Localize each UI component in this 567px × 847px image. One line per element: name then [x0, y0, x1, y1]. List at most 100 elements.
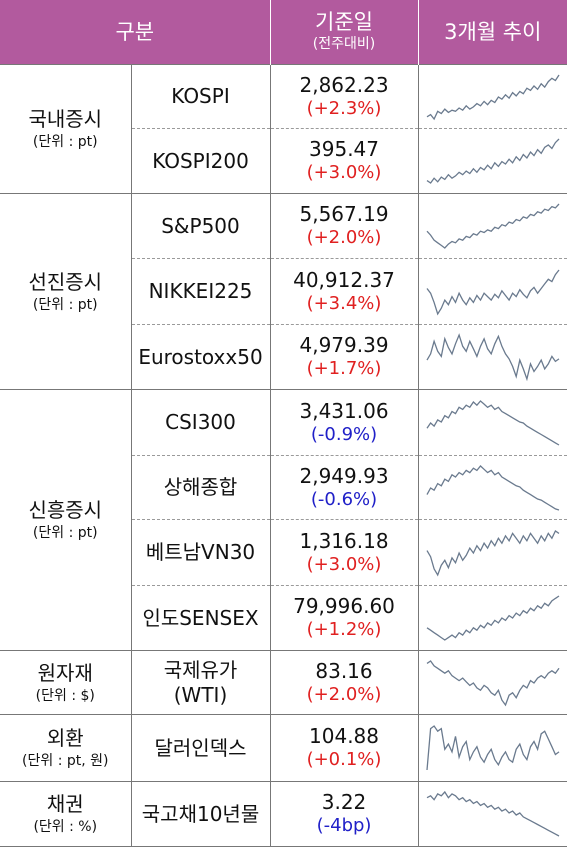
trend-sparkline: [426, 74, 560, 120]
table-row: 선진증시 (단위 : pt) S&P500 5,567.19 (+2.0%): [0, 193, 567, 390]
weekly-change: (+2.0%): [306, 683, 382, 705]
index-name-cell: Eurostoxx50: [131, 324, 271, 390]
trend-cell: [418, 650, 567, 715]
weekly-change: (+3.4%): [306, 292, 382, 314]
trend-sparkline: [426, 269, 560, 316]
table-row: 신흥증시 (단위 : pt) CSI300 3,431.06 (-0.9%): [0, 389, 567, 651]
index-name-cell: 국고채10년물: [131, 781, 271, 847]
index-name-cell: 인도SENSEX: [131, 585, 271, 651]
header-value: 기준일 (전주대비): [270, 0, 419, 65]
index-name: 국고채10년물: [141, 801, 260, 826]
table-row: NIKKEI225 40,912.37 (+3.4%): [0, 258, 567, 325]
index-value: 5,567.19: [299, 202, 389, 226]
value-cell: 4,979.39 (+1.7%): [270, 324, 419, 390]
index-value: 1,316.18: [299, 528, 389, 553]
weekly-change: (-0.9%): [310, 423, 378, 445]
category-cell: 외환 (단위 : pt, 원): [0, 714, 132, 782]
index-name: 인도SENSEX: [142, 605, 259, 630]
value-cell: 83.16 (+2.0%): [270, 650, 419, 715]
table-row: KOSPI200 395.47 (+3.0%): [0, 128, 567, 194]
trend-sparkline: [426, 659, 560, 706]
weekly-change: (+2.3%): [306, 97, 382, 119]
trend-sparkline: [426, 399, 560, 446]
trend-line: [426, 595, 560, 641]
index-name-cell: 국제유가 (WTI): [131, 650, 271, 715]
trend-cell: [418, 258, 567, 325]
trend-line: [426, 269, 560, 316]
weekly-change: (+1.2%): [306, 619, 382, 640]
weekly-change: (+2.0%): [306, 227, 382, 248]
category-name: 원자재: [37, 660, 93, 685]
index-name-cell: 베트남VN30: [131, 519, 271, 586]
header-trend: 3개월 추이: [418, 0, 567, 65]
trend-cell: [418, 781, 567, 847]
weekly-change: (+1.7%): [306, 358, 382, 379]
index-name-cell: 상해종합: [131, 455, 271, 520]
table-row: 원자재 (단위 : $) 국제유가 (WTI) 83.16 (+2.0%): [0, 650, 567, 715]
weekly-change: (-4bp): [316, 815, 372, 836]
category-name: 국내증시: [28, 107, 103, 131]
index-name: 상해종합: [163, 475, 238, 499]
trend-sparkline: [426, 595, 560, 641]
category-cell: 채권 (단위 : %): [0, 781, 132, 847]
category-unit: (단위 : $): [35, 687, 95, 704]
table-row: 국내증시 (단위 : pt) KOSPI 2,862.23 (+2.3%): [0, 64, 567, 194]
trend-sparkline: [426, 790, 560, 837]
index-name-cell: S&P500: [131, 193, 271, 259]
category-unit: (단위 : pt): [32, 525, 98, 541]
trend-line: [426, 659, 560, 706]
index-name: NIKKEI225: [148, 279, 253, 303]
trend-line: [426, 529, 560, 577]
category-unit: (단위 : %): [33, 819, 98, 835]
table-row: 베트남VN30 1,316.18 (+3.0%): [0, 519, 567, 586]
trend-line: [426, 138, 560, 184]
trend-cell: [418, 714, 567, 782]
index-value: 40,912.37: [293, 267, 395, 292]
index-name-cell: CSI300: [131, 389, 271, 456]
trend-line: [426, 725, 560, 771]
index-value: 2,949.93: [299, 463, 389, 488]
index-name-cell: 달러인덱스: [131, 714, 271, 782]
index-name-cell: KOSPI: [131, 64, 271, 129]
trend-sparkline: [426, 138, 560, 184]
index-value: 4,979.39: [299, 333, 389, 357]
category-cell: 원자재 (단위 : $): [0, 650, 132, 715]
table-row: 외환 (단위 : pt, 원) 달러인덱스 104.88 (+0.1%): [0, 714, 567, 782]
category-name: 채권: [46, 792, 84, 816]
category-name: 외환: [46, 726, 84, 750]
header-category: 구분: [0, 0, 271, 65]
value-cell: 1,316.18 (+3.0%): [270, 519, 419, 586]
table-row: 인도SENSEX 79,996.60 (+1.2%): [0, 585, 567, 651]
trend-cell: [418, 128, 567, 194]
index-value: 104.88: [309, 724, 379, 748]
index-name: KOSPI200: [152, 148, 249, 173]
weekly-change: (+3.0%): [306, 553, 382, 575]
category-unit: (단위 : pt, 원): [22, 753, 109, 769]
index-name: S&P500: [161, 213, 240, 238]
index-name-cell: KOSPI200: [131, 128, 271, 194]
trend-line: [426, 203, 560, 249]
value-cell: 3,431.06 (-0.9%): [270, 389, 419, 456]
trend-cell: [418, 389, 567, 456]
trend-sparkline: [426, 333, 560, 382]
index-name: 베트남VN30: [145, 540, 256, 564]
trend-cell: [418, 519, 567, 586]
weekly-change: (-0.6%): [310, 488, 378, 510]
table-row: 상해종합 2,949.93 (-0.6%): [0, 455, 567, 520]
index-value: 79,996.60: [293, 594, 395, 618]
index-name-cell: NIKKEI225: [131, 258, 271, 325]
trend-line: [426, 464, 559, 511]
trend-line: [426, 790, 560, 837]
category-unit: (단위 : pt): [32, 296, 98, 313]
weekly-change: (+3.0%): [306, 162, 382, 183]
category-cell: 국내증시 (단위 : pt): [0, 64, 132, 194]
index-value: 2,862.23: [299, 72, 389, 97]
table-row: Eurostoxx50 4,979.39 (+1.7%): [0, 324, 567, 390]
header-row: 구분 기준일 (전주대비) 3개월 추이: [0, 0, 567, 65]
trend-sparkline: [426, 529, 560, 577]
value-cell: 2,862.23 (+2.3%): [270, 64, 419, 129]
index-name: Eurostoxx50: [138, 344, 263, 369]
index-value: 83.16: [315, 658, 373, 683]
weekly-change: (+0.1%): [306, 749, 382, 770]
